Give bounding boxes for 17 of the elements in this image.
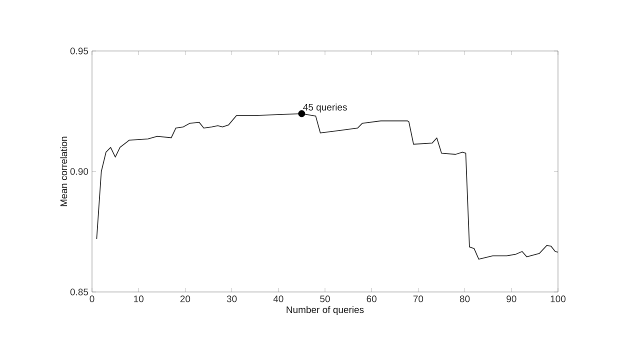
x-tick-label: 50 <box>320 296 330 302</box>
y-tick-label: 0.85 <box>70 288 88 296</box>
x-tick-label: 10 <box>134 296 144 302</box>
x-tick-label: 20 <box>180 296 190 302</box>
x-tick-label: 60 <box>366 296 377 302</box>
y-tick-label: 0.95 <box>70 48 88 54</box>
annotation: 45 queries <box>303 104 347 112</box>
x-tick-label: 100 <box>550 296 566 302</box>
x-tick-label: 80 <box>460 296 470 302</box>
x-tick-label: 40 <box>273 296 284 302</box>
x-tick-label: 70 <box>413 296 424 302</box>
x-axis-title: Number of queries <box>286 306 364 315</box>
y-tick-label: 0.90 <box>70 168 88 175</box>
x-tick-label: 0 <box>90 296 94 302</box>
y-axis-title: Mean correlation <box>60 136 68 206</box>
x-tick-label: 90 <box>506 296 516 302</box>
x-tick-label: 30 <box>226 296 237 302</box>
